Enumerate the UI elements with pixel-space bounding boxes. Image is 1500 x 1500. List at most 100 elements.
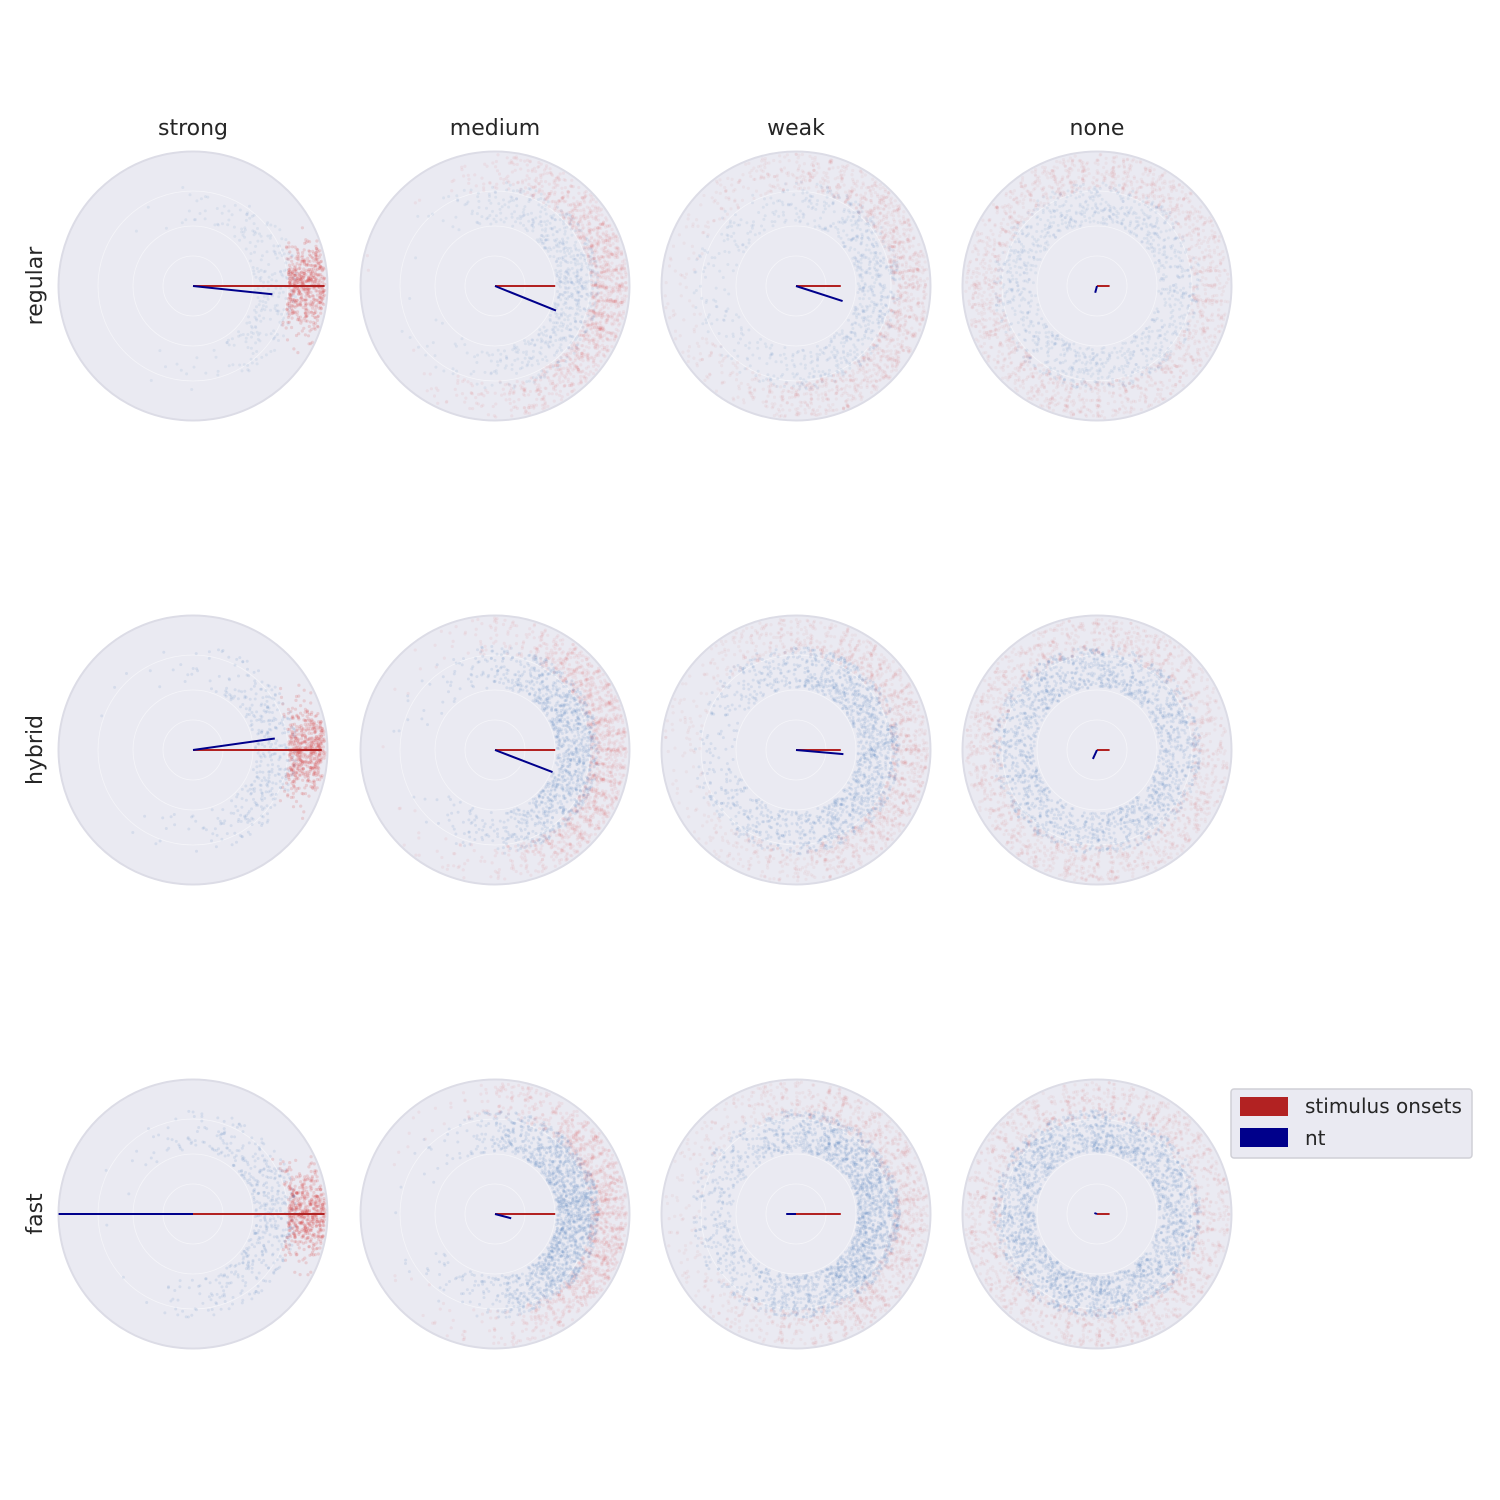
onset-point bbox=[811, 161, 814, 164]
nt-point bbox=[845, 194, 848, 197]
onset-point bbox=[791, 391, 794, 394]
onset-point bbox=[731, 178, 734, 181]
nt-point bbox=[570, 281, 573, 284]
nt-point bbox=[544, 204, 547, 207]
onset-point bbox=[803, 408, 806, 411]
nt-point bbox=[246, 368, 249, 371]
nt-point bbox=[861, 305, 864, 308]
nt-point bbox=[581, 265, 584, 268]
onset-point bbox=[884, 205, 887, 208]
onset-point bbox=[494, 402, 497, 405]
nt-point bbox=[566, 291, 569, 294]
onset-point bbox=[301, 288, 304, 291]
nt-point bbox=[581, 326, 584, 329]
onset-point bbox=[471, 407, 474, 410]
nt-point bbox=[537, 333, 540, 336]
nt-point bbox=[718, 270, 721, 273]
onset-point bbox=[499, 177, 502, 180]
onset-point bbox=[610, 322, 613, 325]
onset-point bbox=[765, 405, 768, 408]
onset-point bbox=[304, 308, 307, 311]
onset-point bbox=[874, 386, 877, 389]
nt-point bbox=[857, 251, 860, 254]
nt-point bbox=[294, 295, 297, 298]
nt-point bbox=[883, 245, 886, 248]
nt-point bbox=[712, 264, 715, 267]
onset-point bbox=[902, 228, 905, 231]
nt-point bbox=[701, 322, 704, 325]
onset-point bbox=[587, 220, 590, 223]
nt-point bbox=[221, 222, 224, 225]
onset-point bbox=[461, 392, 464, 395]
nt-point bbox=[545, 234, 548, 237]
nt-point bbox=[255, 276, 258, 279]
onset-point bbox=[681, 351, 684, 354]
onset-point bbox=[719, 192, 722, 195]
onset-point bbox=[301, 251, 304, 254]
onset-point bbox=[903, 270, 906, 273]
onset-point bbox=[864, 192, 867, 195]
onset-point bbox=[314, 251, 317, 254]
nt-point bbox=[581, 295, 584, 298]
nt-point bbox=[573, 258, 576, 261]
nt-point bbox=[279, 287, 282, 290]
nt-point bbox=[751, 201, 754, 204]
onset-point bbox=[741, 199, 744, 202]
onset-point bbox=[291, 317, 294, 320]
nt-point bbox=[769, 347, 772, 350]
nt-point bbox=[489, 202, 492, 205]
nt-point bbox=[495, 369, 498, 372]
nt-point bbox=[794, 219, 797, 222]
nt-point bbox=[796, 351, 799, 354]
nt-point bbox=[545, 213, 548, 216]
nt-point bbox=[501, 205, 504, 208]
onset-point bbox=[491, 161, 494, 164]
nt-point bbox=[435, 319, 438, 322]
nt-point bbox=[532, 222, 535, 225]
nt-point bbox=[872, 216, 875, 219]
nt-point bbox=[734, 213, 737, 216]
onset-point bbox=[567, 190, 570, 193]
nt-point bbox=[442, 196, 445, 199]
onset-point bbox=[314, 311, 317, 314]
nt-point bbox=[551, 217, 554, 220]
nt-point bbox=[271, 273, 274, 276]
nt-point bbox=[822, 211, 825, 214]
nt-point bbox=[564, 282, 567, 285]
onset-point bbox=[874, 184, 877, 187]
column-title-none: none bbox=[1070, 116, 1125, 141]
nt-point bbox=[252, 269, 255, 272]
nt-point bbox=[852, 358, 855, 361]
nt-point bbox=[511, 363, 514, 366]
onset-point bbox=[583, 349, 586, 352]
onset-point bbox=[579, 203, 582, 206]
onset-point bbox=[699, 203, 702, 206]
onset-point bbox=[878, 197, 881, 200]
nt-point bbox=[255, 358, 258, 361]
nt-point bbox=[578, 299, 581, 302]
onset-point bbox=[794, 391, 797, 394]
nt-point bbox=[724, 210, 727, 213]
nt-point bbox=[879, 232, 882, 235]
nt-point bbox=[795, 374, 798, 377]
nt-point bbox=[510, 213, 513, 216]
onset-point bbox=[905, 250, 908, 253]
nt-point bbox=[570, 347, 573, 350]
nt-point bbox=[573, 352, 576, 355]
nt-point bbox=[511, 216, 514, 219]
nt-point bbox=[803, 357, 806, 360]
onset-point bbox=[564, 200, 567, 203]
onset-point bbox=[817, 394, 820, 397]
onset-point bbox=[908, 315, 911, 318]
nt-point bbox=[754, 233, 757, 236]
onset-point bbox=[475, 402, 478, 405]
onset-point bbox=[799, 404, 802, 407]
nt-point bbox=[180, 369, 183, 372]
onset-point bbox=[691, 245, 694, 248]
onset-point bbox=[852, 372, 855, 375]
onset-point bbox=[582, 208, 585, 211]
onset-point bbox=[872, 368, 875, 371]
onset-point bbox=[803, 162, 806, 165]
onset-point bbox=[290, 326, 293, 329]
onset-point bbox=[601, 307, 604, 310]
